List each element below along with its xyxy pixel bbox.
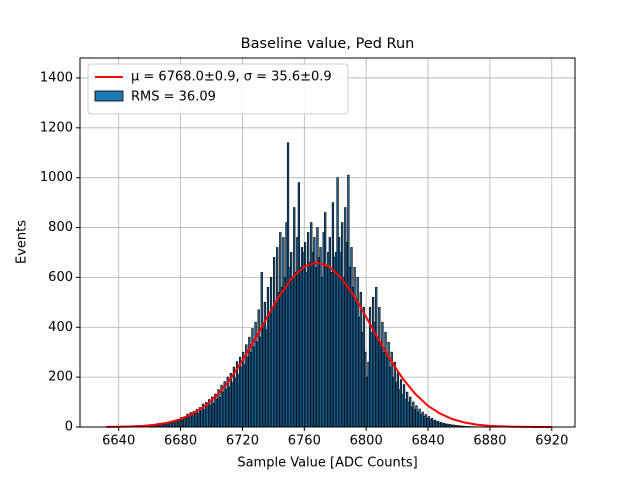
x-tick-label: 6840 (412, 434, 445, 449)
y-tick-label: 0 (65, 420, 73, 435)
x-tick-label: 6720 (226, 434, 259, 449)
y-tick-label: 1000 (40, 170, 73, 185)
y-tick-label: 400 (48, 320, 73, 335)
x-tick-label: 6880 (473, 434, 506, 449)
x-tick-label: 6800 (350, 434, 383, 449)
x-tick-label: 6640 (102, 434, 135, 449)
y-tick-label: 800 (48, 220, 73, 235)
fit-line (106, 261, 552, 428)
chart-title: Baseline value, Ped Run (241, 36, 415, 52)
legend-patch (94, 90, 124, 102)
legend: μ = 6768.0±0.9, σ = 35.6±0.9 RMS = 36.09 (87, 63, 349, 115)
legend-label: RMS = 36.09 (131, 90, 216, 105)
y-tick-label: 1400 (40, 70, 73, 85)
legend-box (87, 63, 349, 115)
y-axis-label: Events (15, 220, 30, 264)
legend-label: μ = 6768.0±0.9, σ = 35.6±0.9 (131, 70, 332, 85)
y-tick-label: 200 (48, 370, 73, 385)
x-tick-label: 6920 (535, 434, 568, 449)
y-tick-label: 1200 (40, 120, 73, 135)
x-tick-label: 6680 (164, 434, 197, 449)
x-tick-label: 6760 (288, 434, 321, 449)
x-axis-label: Sample Value [ADC Counts] (237, 456, 417, 471)
marks (106, 142, 552, 428)
y-tick-label: 600 (48, 270, 73, 285)
axes-frame (79, 57, 576, 428)
